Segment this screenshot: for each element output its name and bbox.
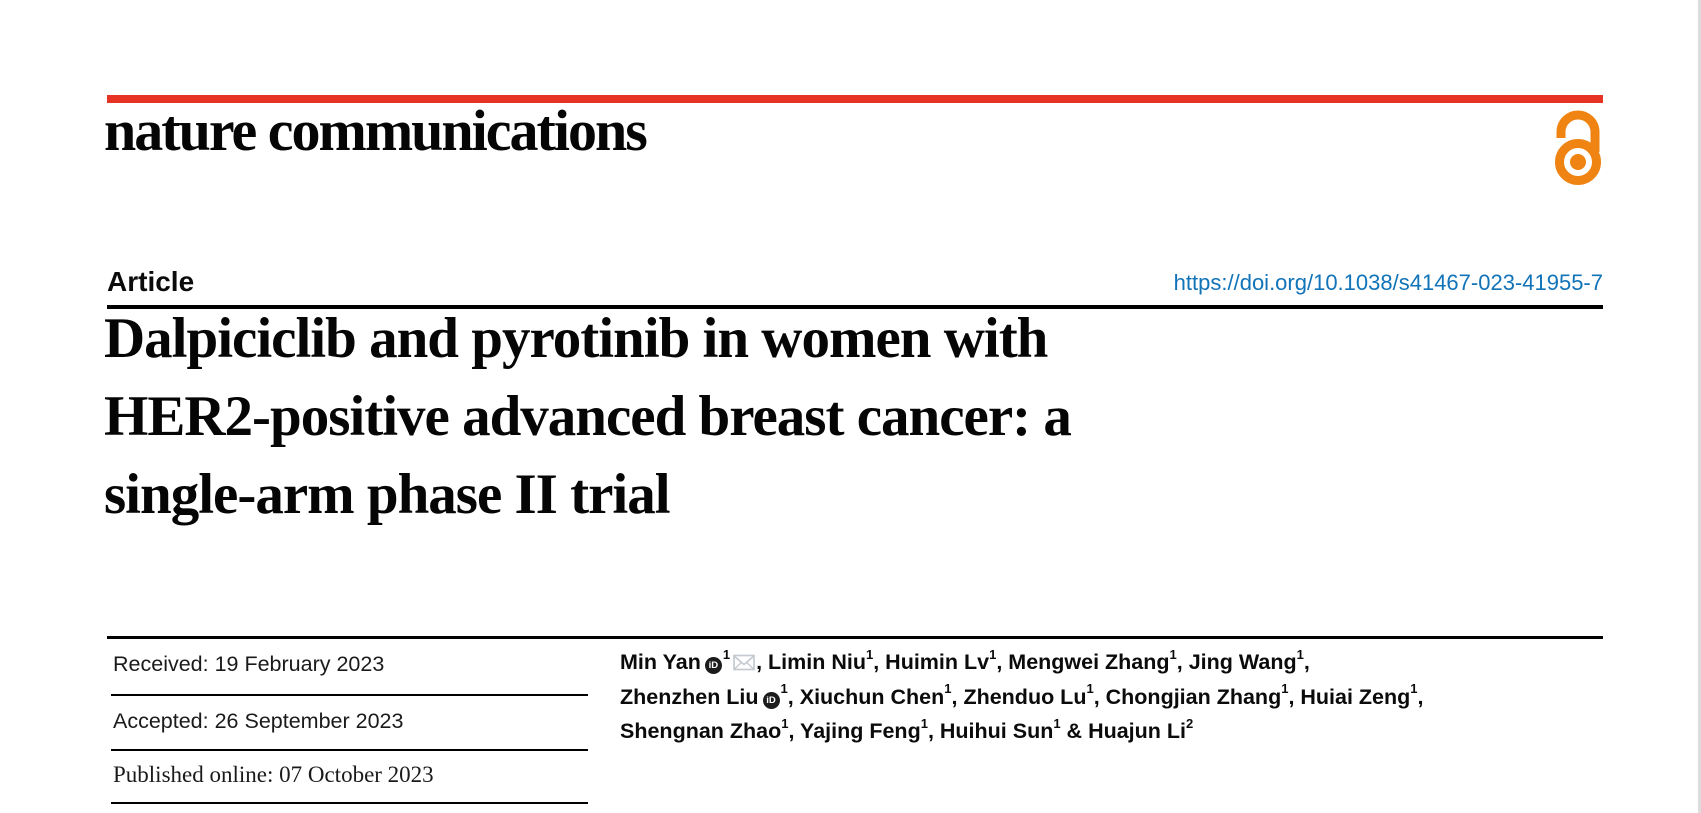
journal-logo: nature communications bbox=[104, 98, 648, 163]
article-title-line: single-arm phase II trial bbox=[104, 463, 671, 526]
author: Huihui Sun1 & bbox=[939, 715, 1089, 743]
article-type-label: Article bbox=[107, 266, 195, 297]
author-separator: , bbox=[996, 650, 1009, 674]
author-separator: , bbox=[927, 719, 940, 743]
author-affiliation-sup: 1 bbox=[780, 681, 788, 697]
dates-panel: Received: 19 February 2023 Accepted: 26 … bbox=[111, 639, 588, 804]
author-separator: , bbox=[1176, 650, 1189, 674]
author-name: Chongjian Zhang bbox=[1105, 684, 1282, 709]
author-affiliation-sup: 1 bbox=[920, 715, 928, 731]
author-list: Min Yan iD1, Limin Niu1, Huimin Lv1, Meng… bbox=[620, 645, 1500, 749]
author-name: Yajing Feng bbox=[800, 719, 921, 743]
article-title-line: Dalpiciclib and pyrotinib in women with bbox=[104, 307, 1048, 370]
authors-line: Min Yan iD1, Limin Niu1, Huimin Lv1, Meng… bbox=[620, 645, 1500, 680]
author: Min Yan iD1, bbox=[620, 646, 769, 674]
author: Jing Wang1, bbox=[1188, 646, 1310, 674]
author-affiliation-sup: 1 bbox=[944, 681, 952, 697]
section-rule bbox=[107, 636, 1603, 639]
author-separator: , bbox=[756, 650, 769, 674]
author-affiliation-sup: 1 bbox=[1296, 646, 1304, 662]
author-affiliation-sup: 1 bbox=[1410, 681, 1418, 697]
open-access-icon bbox=[1555, 110, 1601, 185]
author-name: Limin Niu bbox=[768, 650, 866, 674]
author-name: Huiai Zeng bbox=[1300, 684, 1411, 709]
author: Yajing Feng1, bbox=[800, 715, 940, 743]
published-date-text: Published online: 07 October 2023 bbox=[113, 762, 434, 787]
author: Huajun Li2 bbox=[1088, 715, 1194, 743]
accepted-date-text: Accepted: 26 September 2023 bbox=[113, 709, 404, 733]
author-affiliation-sup: 1 bbox=[1281, 681, 1289, 697]
orcid-icon[interactable]: iD bbox=[704, 657, 722, 674]
author-name: Min Yan bbox=[620, 650, 701, 674]
author-affiliation-sup: 1 bbox=[865, 646, 874, 662]
author-separator: , bbox=[951, 684, 964, 709]
author-affiliation-sup: 1 bbox=[722, 646, 731, 662]
header-rule bbox=[107, 305, 1603, 309]
author: Limin Niu1, bbox=[768, 646, 886, 674]
author-name: Mengwei Zhang bbox=[1008, 650, 1170, 674]
published-date: Published online: 07 October 2023 bbox=[111, 751, 588, 804]
authors-line: Zhenzhen Liu iD1, Xiuchun Chen1, Zhenduo … bbox=[620, 680, 1500, 715]
author-separator: , bbox=[1303, 650, 1310, 674]
author-affiliation-sup: 1 bbox=[1169, 646, 1177, 662]
meta-row: Article https://doi.org/10.1038/s41467-0… bbox=[107, 260, 1603, 302]
author-name: Huihui Sun bbox=[939, 719, 1054, 743]
author-separator: , bbox=[1288, 684, 1301, 709]
email-icon[interactable] bbox=[733, 654, 755, 671]
author-name: Jing Wang bbox=[1188, 650, 1297, 674]
brand-bar bbox=[107, 95, 1603, 103]
article-title-line: HER2-positive advanced breast cancer: a bbox=[104, 385, 1072, 448]
doi-link[interactable]: https://doi.org/10.1038/s41467-023-41955… bbox=[1173, 270, 1603, 295]
author-separator: , bbox=[1093, 684, 1106, 709]
author-affiliation-sup: 1 bbox=[1053, 715, 1061, 731]
window-edge bbox=[1698, 0, 1701, 813]
orcid-icon[interactable]: iD bbox=[762, 691, 780, 709]
author-affiliation-sup: 2 bbox=[1186, 715, 1194, 731]
author-separator: , bbox=[873, 650, 886, 674]
author-name: Zhenduo Lu bbox=[963, 684, 1087, 709]
author-affiliation-sup: 1 bbox=[781, 715, 789, 731]
author-separator: , bbox=[1417, 684, 1424, 709]
author-separator: & bbox=[1060, 719, 1089, 743]
author-name: Zhenzhen Liu bbox=[620, 684, 759, 709]
author: Chongjian Zhang1, bbox=[1105, 682, 1301, 709]
author: Zhenduo Lu1, bbox=[963, 682, 1106, 709]
author-affiliation-sup: 1 bbox=[989, 646, 997, 662]
author: Xiuchun Chen1, bbox=[799, 682, 964, 709]
received-date: Received: 19 February 2023 bbox=[111, 639, 588, 696]
author-affiliation-sup: 1 bbox=[1086, 681, 1094, 697]
author: Zhenzhen Liu iD1, bbox=[620, 682, 800, 709]
author: Mengwei Zhang1, bbox=[1008, 646, 1189, 674]
author-separator: , bbox=[787, 684, 800, 709]
author-separator: , bbox=[788, 719, 801, 743]
author: Shengnan Zhao1, bbox=[620, 715, 801, 743]
author-name: Shengnan Zhao bbox=[620, 719, 782, 743]
authors-line: Shengnan Zhao1, Yajing Feng1, Huihui Sun… bbox=[620, 714, 1500, 749]
author: Huiai Zeng1, bbox=[1300, 682, 1424, 709]
author: Huimin Lv1, bbox=[885, 646, 1009, 674]
accepted-date: Accepted: 26 September 2023 bbox=[111, 696, 588, 751]
received-date-text: Received: 19 February 2023 bbox=[113, 652, 385, 676]
author-name: Xiuchun Chen bbox=[799, 684, 945, 709]
author-name: Huajun Li bbox=[1088, 719, 1186, 743]
author-name: Huimin Lv bbox=[885, 650, 990, 674]
article-title: Dalpiciclib and pyrotinib in women with … bbox=[104, 300, 1524, 534]
